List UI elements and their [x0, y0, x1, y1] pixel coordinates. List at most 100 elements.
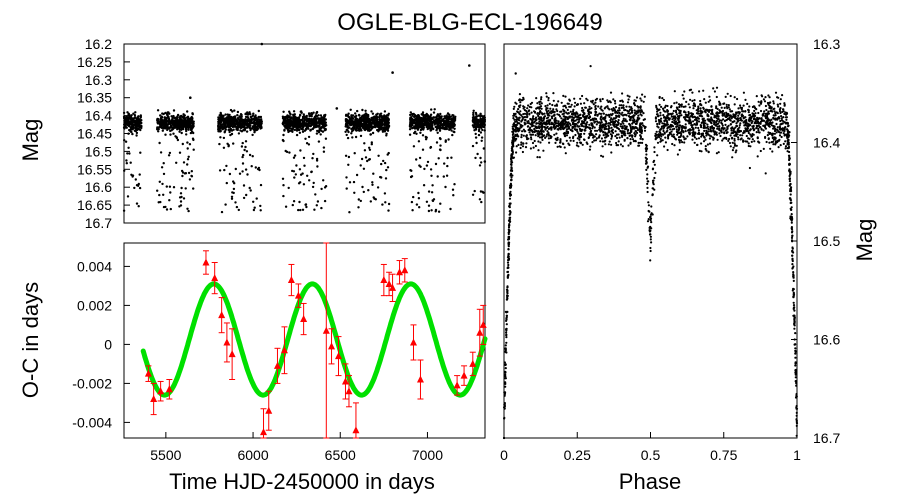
light-curve-point — [129, 120, 132, 123]
light-curve-point — [360, 157, 364, 161]
light-curve-point — [306, 174, 309, 177]
light-curve-point — [441, 118, 444, 121]
light-curve-point — [134, 124, 137, 127]
phased-point — [687, 112, 691, 115]
light-curve-point — [133, 116, 136, 120]
light-curve-point — [305, 118, 308, 121]
light-curve-point — [131, 125, 134, 128]
light-curve-point — [185, 133, 188, 136]
phased-point — [591, 101, 594, 104]
light-curve-point — [123, 119, 126, 123]
light-curve-point — [477, 133, 481, 137]
light-curve-point — [171, 116, 175, 120]
light-curve-point — [357, 113, 361, 117]
light-curve-point — [309, 122, 312, 125]
light-curve-point — [222, 136, 226, 140]
phased-point — [642, 124, 645, 127]
light-curve-point — [236, 114, 239, 117]
light-curve-point — [453, 118, 456, 122]
phased-point — [505, 331, 508, 334]
light-curve-point — [323, 186, 327, 189]
light-curve-point — [257, 109, 260, 113]
phased-point — [531, 130, 534, 134]
light-curve-point — [433, 119, 436, 123]
light-curve-point — [417, 119, 420, 123]
phased-point — [654, 171, 657, 174]
phased-point — [614, 135, 617, 138]
phased-point — [656, 115, 660, 118]
oc-x-label: Time HJD-2450000 in days — [169, 469, 435, 494]
phased-point — [659, 111, 662, 114]
light-curve-point — [477, 129, 481, 133]
light-curve-point — [354, 112, 357, 115]
phased-point — [649, 225, 652, 228]
light-curve-point — [427, 125, 431, 128]
phased-point — [613, 99, 617, 103]
light-curve-point — [174, 124, 177, 128]
light-curve-point — [473, 121, 476, 125]
phased-point — [780, 135, 783, 139]
phased-point — [531, 119, 534, 122]
oc-x-tick-label: 6000 — [237, 447, 268, 463]
phased-point — [623, 124, 626, 127]
light-curve-point — [447, 138, 450, 141]
light-curve-point — [301, 122, 304, 126]
light-curve-point — [172, 120, 175, 123]
light-curve-point — [128, 122, 131, 126]
light-curve-point — [375, 113, 378, 116]
phased-point — [517, 108, 520, 111]
light-curve-point — [241, 170, 244, 173]
phased-point — [624, 108, 627, 112]
light-curve-point — [297, 208, 300, 212]
phased-point — [587, 110, 590, 113]
phased-point — [547, 99, 550, 102]
light-curve-point — [376, 186, 380, 189]
light-curve-point — [313, 123, 316, 126]
light-curve-point — [427, 116, 430, 120]
phased-point — [754, 112, 757, 115]
phased-point — [727, 104, 730, 107]
phased-point — [729, 94, 732, 98]
light-curve-point — [444, 140, 447, 143]
light-curve-point — [168, 185, 172, 188]
phased-point — [537, 117, 540, 120]
phased-point — [658, 130, 661, 133]
light-curve-y-tick-label: 16.35 — [77, 90, 112, 106]
light-curve-point — [164, 133, 167, 136]
light-curve-point — [170, 119, 173, 122]
light-curve-point — [165, 123, 168, 126]
light-curve-point — [430, 209, 433, 212]
light-curve-point — [178, 151, 182, 154]
light-curve-point — [233, 182, 236, 185]
light-curve-point — [248, 112, 251, 115]
light-curve-point — [351, 114, 355, 117]
light-curve-point — [236, 119, 239, 122]
light-curve-point — [418, 164, 421, 167]
light-curve-point — [289, 113, 292, 116]
phased-point — [600, 108, 603, 111]
phased-point — [712, 87, 715, 90]
light-curve-point — [292, 110, 296, 113]
phased-point — [768, 96, 771, 99]
light-curve-point — [251, 133, 254, 137]
light-curve-point — [136, 127, 140, 131]
light-curve-point — [373, 197, 376, 200]
light-curve-point — [290, 122, 293, 125]
light-curve-point — [357, 129, 360, 132]
light-curve-point — [409, 175, 413, 179]
light-curve-point — [137, 182, 140, 186]
light-curve-point — [257, 124, 261, 128]
phased-point — [616, 127, 619, 130]
light-curve-point — [352, 129, 355, 132]
phased-point — [579, 97, 582, 100]
light-curve-point — [452, 116, 455, 119]
light-curve-point — [363, 149, 367, 152]
phased-point — [611, 112, 614, 115]
phased-point — [565, 139, 568, 142]
phased-point — [505, 336, 508, 339]
light-curve-point — [420, 117, 423, 120]
phased-point — [737, 114, 740, 117]
phased-point — [782, 142, 785, 145]
phased-point — [763, 100, 767, 103]
